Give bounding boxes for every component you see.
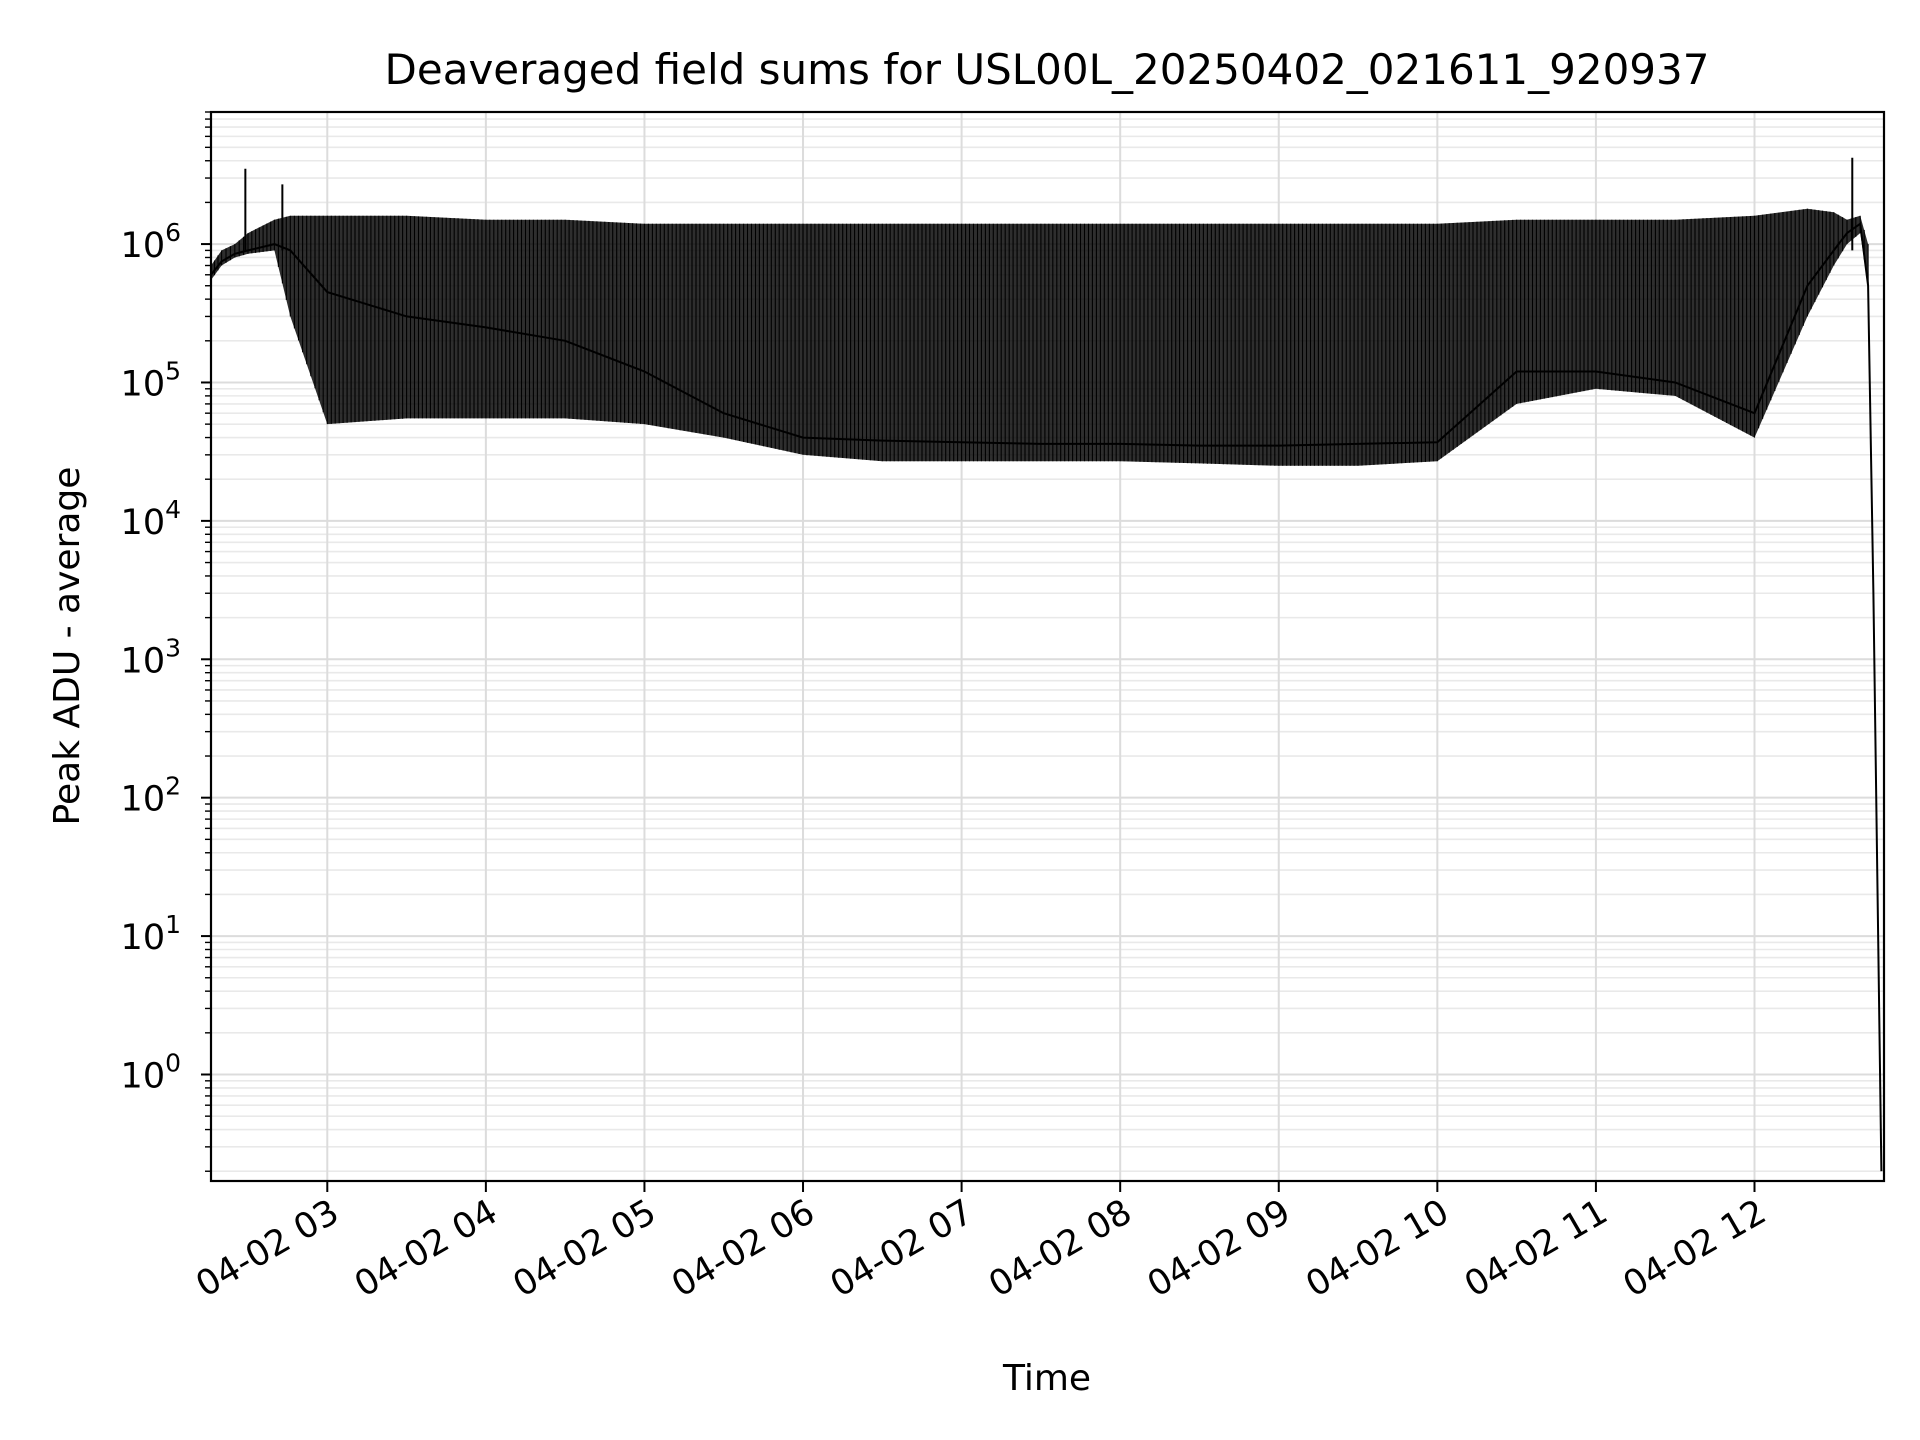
x-tick-label: 04-02 12 bbox=[1617, 1192, 1773, 1305]
y-tick-label: 102 bbox=[121, 772, 181, 820]
y-tick-base: 10 bbox=[121, 503, 166, 543]
y-tick-base: 10 bbox=[121, 780, 166, 820]
x-axis-label: Time bbox=[1002, 1358, 1091, 1399]
y-tick-base: 10 bbox=[121, 364, 166, 404]
y-axis-label: Peak ADU - average bbox=[47, 467, 88, 826]
chart-title: Deaveraged field sums for USL00L_2025040… bbox=[385, 45, 1710, 94]
y-tick-exponent: 5 bbox=[165, 356, 181, 385]
data-line-group bbox=[210, 157, 1883, 1172]
x-tick-label: 04-02 10 bbox=[1300, 1192, 1456, 1305]
y-tick-exponent: 1 bbox=[165, 910, 181, 939]
x-tick-label: 04-02 05 bbox=[507, 1192, 663, 1305]
y-tick-exponent: 2 bbox=[165, 772, 181, 801]
y-tick-label: 101 bbox=[121, 910, 181, 958]
y-tick-label: 103 bbox=[121, 633, 181, 681]
y-tick-label: 104 bbox=[121, 495, 181, 543]
x-tick-label: 04-02 07 bbox=[824, 1192, 980, 1305]
y-tick-exponent: 0 bbox=[165, 1048, 181, 1077]
plot-frame bbox=[209, 110, 1886, 1183]
y-tick-exponent: 4 bbox=[165, 495, 181, 524]
y-tick-exponent: 6 bbox=[165, 218, 181, 247]
x-tick-label: 04-02 03 bbox=[189, 1192, 345, 1305]
y-tick-exponent: 3 bbox=[165, 633, 181, 662]
data-line bbox=[210, 222, 1883, 1172]
y-tick-base: 10 bbox=[121, 918, 166, 958]
y-tick-base: 10 bbox=[121, 641, 166, 681]
y-tick-base: 10 bbox=[121, 1056, 166, 1096]
x-tick-label: 04-02 04 bbox=[348, 1192, 504, 1305]
y-tick-base: 10 bbox=[121, 226, 166, 266]
x-tick-label: 04-02 09 bbox=[1141, 1192, 1297, 1305]
x-tick-label: 04-02 08 bbox=[982, 1192, 1138, 1305]
y-tick-label: 106 bbox=[121, 218, 181, 266]
y-tick-label: 100 bbox=[121, 1048, 181, 1096]
x-tick-label: 04-02 11 bbox=[1458, 1192, 1614, 1305]
x-tick-label: 04-02 06 bbox=[665, 1192, 821, 1305]
x-axis-ticks: 04-02 03 04-02 04 04-02 05 04-02 06 04-02 07… bbox=[189, 1181, 1773, 1305]
y-tick-label: 105 bbox=[121, 356, 181, 404]
